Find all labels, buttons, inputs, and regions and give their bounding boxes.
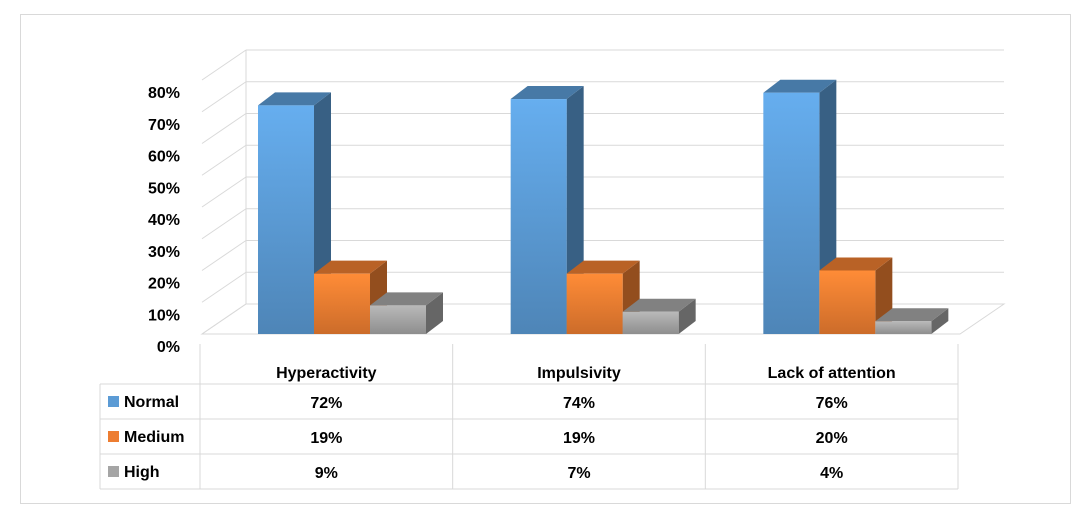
legend-key-medium: [108, 431, 119, 442]
bar-side: [426, 292, 443, 334]
bar-front: [819, 270, 876, 334]
bar-top: [510, 86, 584, 100]
bar-front: [258, 105, 314, 335]
bar-front: [763, 92, 820, 334]
floor: [200, 303, 1006, 335]
bar-front: [314, 273, 370, 334]
bar-high-2: [875, 308, 949, 334]
bar-top: [314, 260, 387, 274]
table-cell: 72%: [310, 395, 342, 412]
y-tick-label: 0%: [157, 339, 180, 356]
legend-label-high: High: [124, 464, 160, 481]
legend-key-high: [108, 466, 119, 477]
gridline-side: [201, 113, 247, 144]
table-cell: 4%: [820, 465, 843, 482]
bar-medium-2: [819, 257, 893, 334]
bar-top: [258, 92, 331, 106]
y-tick-label: 80%: [148, 85, 180, 102]
table-cell: 7%: [567, 465, 590, 482]
data-table: Hyperactivity Impulsivity Lack of attentio…: [99, 344, 959, 490]
y-axis-ticks: 0% 10% 20% 30% 40% 50% 60% 70% 80%: [148, 85, 180, 356]
gridline-side: [201, 176, 247, 208]
bar-normal-1: [510, 86, 584, 334]
legend-label-medium: Medium: [124, 429, 184, 446]
legend-key-normal: [108, 396, 119, 407]
gridline-side: [201, 240, 247, 271]
y-tick-label: 60%: [148, 149, 180, 166]
bar-high-0: [370, 292, 443, 334]
bar-high-1: [622, 298, 696, 334]
table-cell: 74%: [563, 395, 595, 412]
y-tick-label: 10%: [148, 307, 180, 324]
table-cell: 76%: [816, 395, 848, 412]
bars: [258, 79, 949, 335]
bar-top: [622, 298, 696, 312]
category-label: Lack of attention: [768, 365, 896, 382]
bar-top: [819, 257, 893, 271]
gridline-side: [201, 208, 247, 240]
bar-front: [875, 321, 932, 334]
bar-top: [875, 308, 949, 322]
table-cell: 19%: [310, 430, 342, 447]
gridline-side: [201, 81, 247, 113]
bar-front: [510, 99, 567, 334]
bar-front: [566, 273, 623, 334]
bar-side: [678, 298, 696, 334]
bar-normal-2: [763, 79, 837, 334]
gridline-side: [201, 144, 247, 176]
y-tick-label: 50%: [148, 180, 180, 197]
table-cell: 19%: [563, 430, 595, 447]
y-tick-label: 70%: [148, 117, 180, 134]
bar-side: [931, 308, 949, 334]
gridline-side: [201, 49, 247, 81]
table-cell: 9%: [315, 465, 338, 482]
bar-top: [370, 292, 443, 306]
category-label: Impulsivity: [537, 365, 621, 382]
bar-front: [370, 305, 426, 334]
legend-label-normal: Normal: [124, 394, 179, 411]
bar-front: [622, 311, 679, 334]
y-tick-label: 40%: [148, 212, 180, 229]
category-label: Hyperactivity: [276, 365, 377, 382]
bar-normal-0: [258, 92, 331, 335]
gridline-side: [201, 271, 247, 303]
y-tick-label: 30%: [148, 244, 180, 261]
table-cell: 20%: [816, 430, 848, 447]
bar-top: [763, 79, 837, 93]
bar-top: [566, 260, 640, 274]
y-tick-label: 20%: [148, 276, 180, 293]
